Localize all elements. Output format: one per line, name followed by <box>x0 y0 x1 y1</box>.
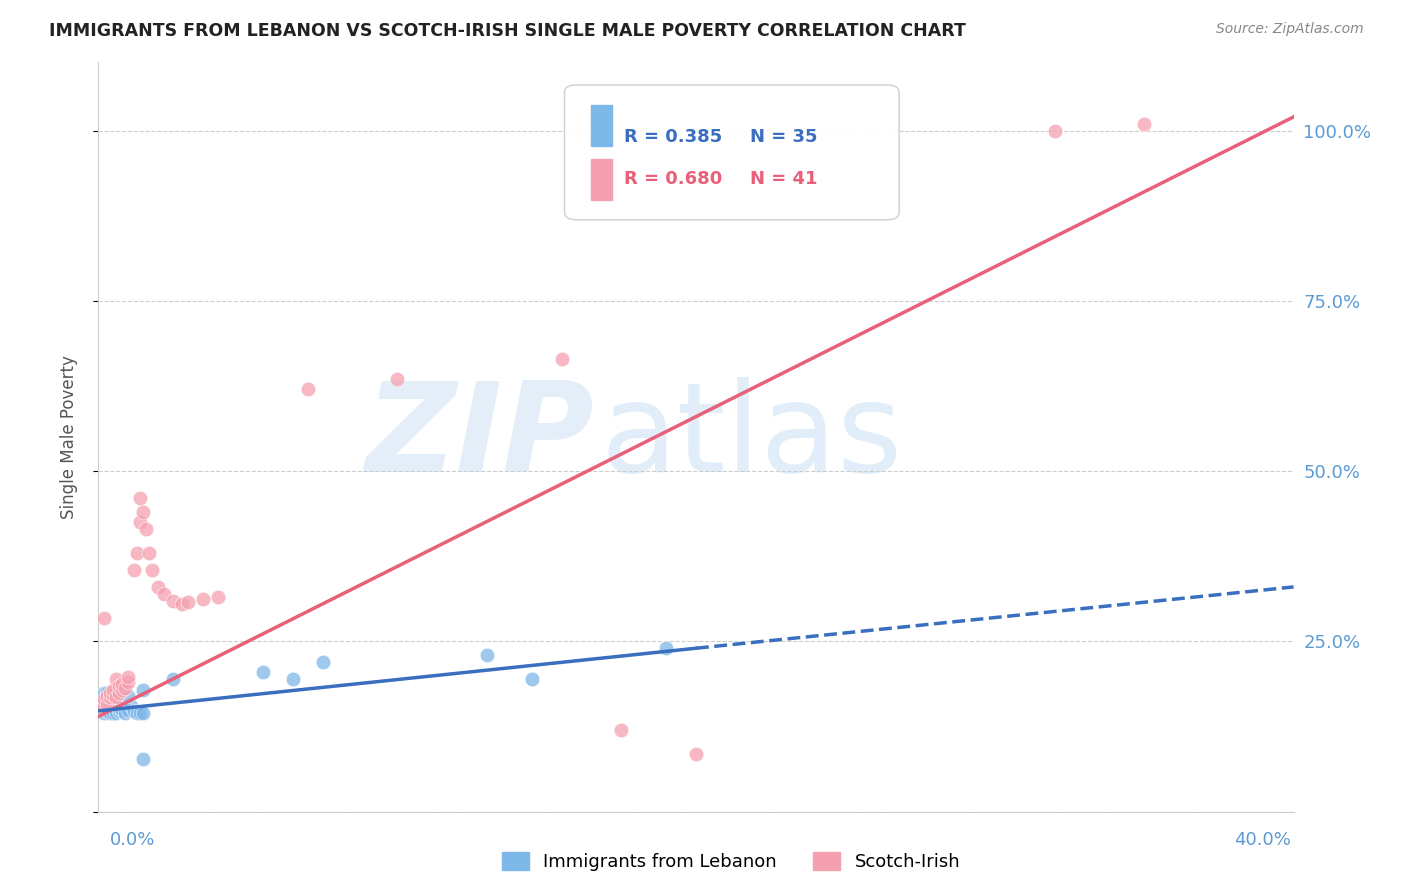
Point <box>129 515 152 529</box>
Point <box>191 592 214 607</box>
Point <box>127 546 149 560</box>
Point <box>105 672 128 686</box>
Point <box>96 685 118 699</box>
Point <box>103 690 125 705</box>
Point <box>117 670 139 684</box>
Point <box>117 675 139 690</box>
Point <box>655 641 678 656</box>
Point <box>520 672 543 686</box>
Point <box>124 704 146 718</box>
Point <box>610 723 633 737</box>
Point <box>475 648 498 662</box>
Point <box>124 563 146 577</box>
Text: N = 41: N = 41 <box>749 169 817 187</box>
Point <box>162 672 184 686</box>
Point <box>96 704 118 718</box>
Point <box>98 690 122 705</box>
Text: R = 0.680: R = 0.680 <box>624 169 723 187</box>
Text: Source: ZipAtlas.com: Source: ZipAtlas.com <box>1216 22 1364 37</box>
Point <box>90 699 112 714</box>
Point <box>1133 117 1156 131</box>
Point <box>117 702 139 716</box>
Point <box>177 595 200 609</box>
Point <box>96 697 118 711</box>
Point <box>550 351 572 366</box>
Point <box>120 699 142 714</box>
Point <box>93 685 115 699</box>
Point <box>111 683 134 698</box>
Point <box>98 701 122 715</box>
FancyBboxPatch shape <box>565 85 900 219</box>
Point <box>98 706 122 720</box>
Text: N = 35: N = 35 <box>749 128 817 146</box>
Point <box>385 372 409 386</box>
Point <box>103 706 125 720</box>
Point <box>1043 123 1066 137</box>
Point <box>135 522 157 536</box>
Text: atlas: atlas <box>600 376 903 498</box>
Point <box>117 689 139 703</box>
Point <box>129 491 152 506</box>
Point <box>148 580 170 594</box>
Point <box>162 593 184 607</box>
Point <box>105 704 128 718</box>
Point <box>98 688 122 702</box>
Point <box>98 685 122 699</box>
Point <box>90 699 112 714</box>
Point <box>127 706 149 720</box>
Point <box>138 546 160 560</box>
Point <box>114 706 136 720</box>
Point <box>96 689 118 703</box>
Text: 0.0%: 0.0% <box>110 831 155 849</box>
Point <box>153 587 176 601</box>
Point <box>108 679 131 693</box>
Point <box>114 681 136 695</box>
Text: ZIP: ZIP <box>366 376 595 498</box>
Point <box>105 706 128 720</box>
Point <box>103 683 125 698</box>
Point <box>93 706 115 720</box>
Point <box>93 692 115 706</box>
Point <box>103 688 125 702</box>
Legend: Immigrants from Lebanon, Scotch-Irish: Immigrants from Lebanon, Scotch-Irish <box>495 845 967 879</box>
Point <box>132 505 155 519</box>
Point <box>103 702 125 716</box>
Point <box>111 702 134 716</box>
Text: 40.0%: 40.0% <box>1234 831 1291 849</box>
Point <box>252 665 274 679</box>
Point <box>105 690 128 705</box>
Point <box>132 751 155 765</box>
Point <box>108 701 131 715</box>
Point <box>172 597 194 611</box>
Point <box>111 676 134 690</box>
Point <box>297 383 319 397</box>
Point <box>685 747 707 761</box>
Text: IMMIGRANTS FROM LEBANON VS SCOTCH-IRISH SINGLE MALE POVERTY CORRELATION CHART: IMMIGRANTS FROM LEBANON VS SCOTCH-IRISH … <box>49 22 966 40</box>
Y-axis label: Single Male Poverty: Single Male Poverty <box>59 355 77 519</box>
Point <box>132 683 155 698</box>
Point <box>96 702 118 716</box>
Text: R = 0.385: R = 0.385 <box>624 128 723 146</box>
Point <box>93 699 115 714</box>
Point <box>141 563 163 577</box>
Point <box>108 685 131 699</box>
Bar <box>591 105 613 146</box>
Point <box>129 706 152 720</box>
Point <box>108 704 131 718</box>
Point <box>93 610 115 624</box>
Bar <box>591 159 613 201</box>
Point <box>207 590 229 604</box>
Point <box>281 672 304 686</box>
Point <box>93 699 115 714</box>
Point <box>311 655 333 669</box>
Point <box>132 706 155 720</box>
